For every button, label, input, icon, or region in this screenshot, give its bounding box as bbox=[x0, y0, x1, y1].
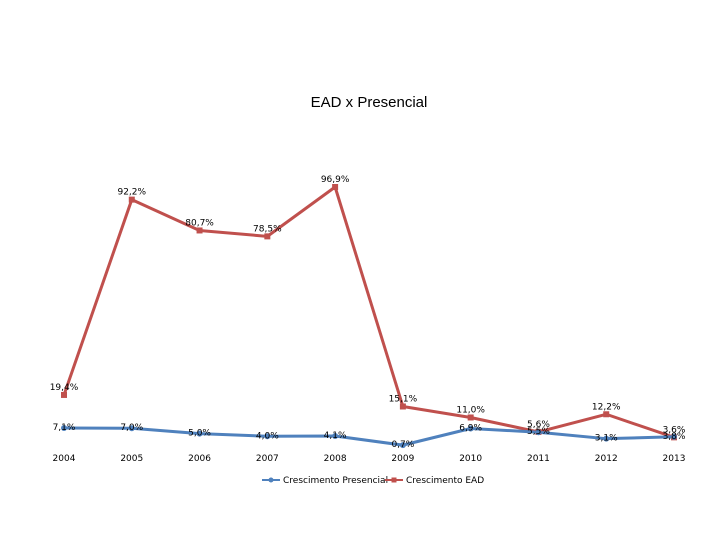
data-label-presencial-2007: 4,0% bbox=[256, 431, 279, 441]
legend-label-presencial: Crescimento Presencial bbox=[283, 476, 388, 486]
point-ead-2012 bbox=[603, 411, 610, 418]
legend-item-presencial: Crescimento Presencial bbox=[262, 476, 388, 486]
data-label-presencial-2004: 7,1% bbox=[53, 423, 76, 433]
x-axis-ticks: 2004 2005 2006 2007 2008 2009 2010 2011 2012 2013 bbox=[53, 454, 686, 464]
data-label-ead-2012: 12,2% bbox=[592, 402, 621, 412]
point-ead-2005 bbox=[128, 196, 135, 203]
data-label-presencial-2008: 4,1% bbox=[324, 431, 347, 441]
data-label-presencial-2005: 7,0% bbox=[120, 423, 143, 433]
legend-marker-presencial bbox=[268, 477, 274, 483]
x-tick-label-2006: 2006 bbox=[188, 454, 211, 464]
data-label-ead-2005: 92,2% bbox=[117, 188, 146, 198]
series-line-ead bbox=[62, 185, 675, 439]
data-label-presencial-2010: 6,9% bbox=[459, 423, 482, 433]
point-ead-2004 bbox=[61, 391, 67, 398]
x-tick-label-2009: 2009 bbox=[391, 454, 414, 464]
point-ead-2006 bbox=[196, 227, 203, 234]
x-tick-label-2013: 2013 bbox=[663, 454, 686, 464]
data-label-ead-2006: 80,7% bbox=[185, 218, 214, 228]
point-presencial-2010 bbox=[467, 425, 474, 432]
x-tick-label-2011: 2011 bbox=[527, 454, 550, 464]
data-label-ead-2010: 11,0% bbox=[456, 405, 485, 415]
x-tick-label-2010: 2010 bbox=[459, 454, 482, 464]
legend-marker-ead bbox=[391, 477, 397, 483]
data-label-presencial-2009: 0,7% bbox=[391, 440, 414, 450]
point-presencial-2006 bbox=[196, 430, 203, 437]
x-tick-label-2012: 2012 bbox=[595, 454, 618, 464]
point-presencial-2012 bbox=[603, 435, 610, 442]
data-label-ead-2011: 5,6% bbox=[527, 420, 550, 430]
data-label-presencial-2006: 5,0% bbox=[188, 429, 211, 439]
series-points bbox=[61, 184, 677, 449]
point-ead-2009 bbox=[399, 403, 406, 410]
point-presencial-2008 bbox=[332, 432, 339, 439]
point-presencial-2005 bbox=[128, 425, 135, 432]
x-tick-label-2005: 2005 bbox=[120, 454, 143, 464]
point-presencial-2004 bbox=[61, 424, 67, 431]
data-label-presencial-2012: 3,1% bbox=[595, 434, 618, 444]
point-ead-2010 bbox=[467, 414, 474, 421]
legend-item-ead: Crescimento EAD bbox=[385, 476, 484, 486]
point-presencial-2009 bbox=[399, 442, 406, 449]
x-tick-label-2004: 2004 bbox=[53, 454, 76, 464]
point-presencial-2013 bbox=[671, 433, 677, 440]
data-label-ead-2009: 15,1% bbox=[389, 394, 418, 404]
series-line-presencial bbox=[63, 426, 675, 447]
legend: Crescimento Presencial Crescimento EAD bbox=[262, 476, 484, 486]
data-label-ead-2007: 78,5% bbox=[253, 224, 282, 234]
data-label-presencial-2013: 3,8% bbox=[663, 432, 686, 442]
data-label-ead-2008: 96,9% bbox=[321, 175, 350, 185]
point-ead-2008 bbox=[332, 184, 339, 190]
legend-label-ead: Crescimento EAD bbox=[406, 476, 484, 486]
x-tick-label-2008: 2008 bbox=[324, 454, 347, 464]
point-presencial-2011 bbox=[535, 429, 542, 436]
data-label-presencial-2011: 5,5% bbox=[527, 427, 550, 437]
data-label-ead-2004: 19,4% bbox=[50, 383, 79, 393]
point-presencial-2007 bbox=[264, 433, 271, 440]
data-labels: 7,1% 7,0% 5,0% 4,0% 4,1% 0,7% 6,9% 5,5% 3,1% 3,8%… bbox=[50, 175, 686, 450]
chart-title: EAD x Presencial bbox=[311, 94, 428, 111]
x-tick-label-2007: 2007 bbox=[256, 454, 279, 464]
data-label-ead-2013: 3,6% bbox=[663, 425, 686, 435]
series-lines bbox=[62, 185, 675, 447]
point-ead-2007 bbox=[264, 233, 271, 240]
